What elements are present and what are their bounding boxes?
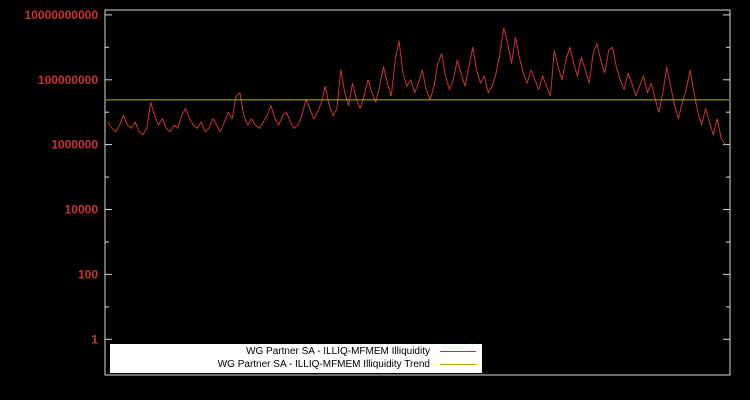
y-tick-label: 100 (78, 267, 98, 281)
y-tick-label: 1000000 (51, 138, 98, 152)
y-tick-label: 100000000 (38, 73, 98, 87)
legend-line-sample-illiquidity (440, 351, 476, 352)
legend: WG Partner SA - ILLIQ-MFMEM Illiquidity … (110, 344, 482, 373)
legend-label-trend: WG Partner SA - ILLIQ-MFMEM Illiquidity … (217, 359, 430, 370)
legend-line-sample-trend (440, 364, 476, 365)
legend-row-illiquidity: WG Partner SA - ILLIQ-MFMEM Illiquidity (114, 345, 476, 358)
y-tick-label: 10000 (65, 203, 99, 217)
illiquidity-series-line (107, 27, 726, 145)
plot-frame (104, 9, 731, 376)
y-tick-label: 1 (91, 332, 98, 346)
legend-label-illiquidity: WG Partner SA - ILLIQ-MFMEM Illiquidity (246, 346, 430, 357)
y-tick-label: 10000000000 (25, 8, 99, 22)
legend-row-trend: WG Partner SA - ILLIQ-MFMEM Illiquidity … (114, 358, 476, 371)
